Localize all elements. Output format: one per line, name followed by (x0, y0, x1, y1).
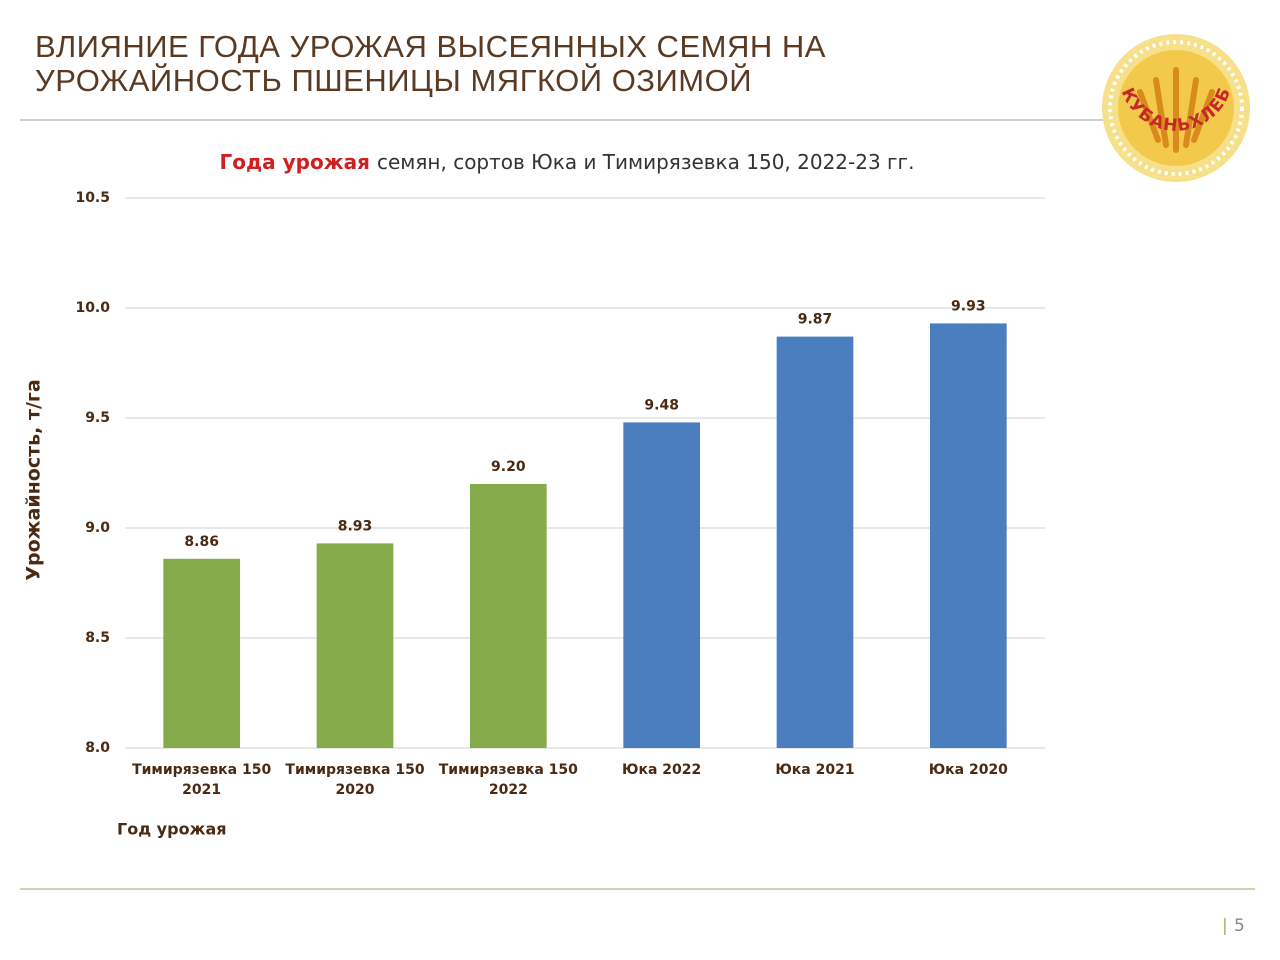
y-tick-label: 10.5 (75, 190, 110, 206)
title-line: УРОЖАЙНОСТЬ ПШЕНИЦЫ МЯГКОЙ ОЗИМОЙ (35, 63, 753, 98)
data-label: 9.48 (644, 397, 679, 413)
y-tick-label: 8.0 (85, 740, 110, 756)
chart-title-highlight: Года урожая (220, 150, 370, 174)
logo: КУБАНЬХЛЕБ (1102, 34, 1250, 182)
x-tick-label: Тимирязевка 150 2020 (285, 762, 425, 798)
x-tick-label: Тимирязевка 150 2021 (132, 762, 272, 798)
y-tick-label: 10.0 (75, 300, 110, 316)
data-label: 9.93 (951, 298, 986, 314)
y-tick-label: 9.5 (85, 410, 110, 426)
y-tick-label: 9.0 (85, 520, 110, 536)
bar (623, 422, 700, 748)
y-axis-title: Урожайность, т/га (23, 379, 45, 580)
slide-title: ВЛИЯНИЕ ГОДА УРОЖАЯ ВЫСЕЯННЫХ СЕМЯН НА У… (35, 30, 826, 98)
page-divider: | (1222, 916, 1228, 936)
data-label: 9.87 (798, 312, 833, 328)
logo-ring (1108, 40, 1244, 176)
chart-title-rest: семян, сортов Юка и Тимирязевка 150, 202… (377, 150, 914, 174)
data-label: 8.86 (184, 534, 219, 550)
y-tick-label: 8.5 (85, 630, 110, 646)
x-tick-label: Юка 2022 (622, 762, 702, 778)
x-tick-label: Тимирязевка 150 2022 (438, 762, 578, 798)
bar (930, 323, 1007, 748)
bar (316, 543, 394, 748)
x-tick-label: Юка 2020 (928, 762, 1008, 778)
bar (470, 484, 547, 748)
title-line: ВЛИЯНИЕ ГОДА УРОЖАЯ ВЫСЕЯННЫХ СЕМЯН НА (35, 29, 826, 64)
x-axis-title: Год урожая (117, 820, 227, 839)
x-tick-label: Юка 2021 (775, 762, 855, 778)
page-number: 5 (1234, 916, 1245, 936)
data-label: 8.93 (338, 518, 373, 534)
chart-title: Года урожая семян, сортов Юка и Тимирязев… (220, 150, 915, 174)
logo-wheat (1137, 67, 1215, 153)
data-label: 9.20 (491, 459, 526, 475)
bar (163, 558, 240, 748)
bar (776, 336, 854, 748)
